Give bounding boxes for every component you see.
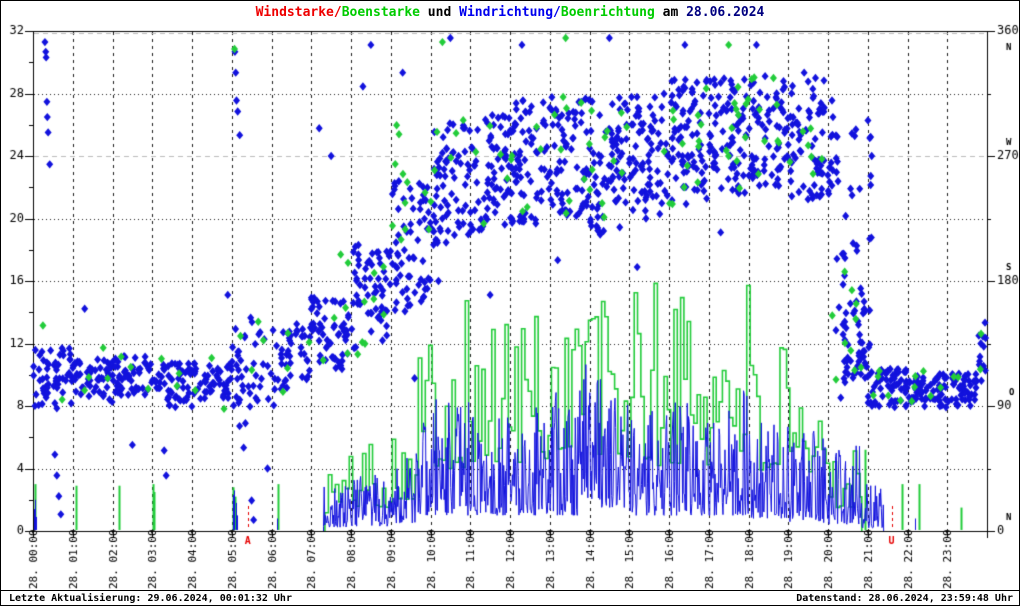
title-am: am: [654, 5, 687, 20]
last-update-text: Letzte Aktualisierung: 29.06.2024, 00:01…: [9, 593, 292, 604]
title-boenstarke: Boenstarke: [341, 5, 420, 20]
title-windstarke: Windstarke/: [255, 5, 342, 20]
title-windrichtung: Windrichtung/: [459, 5, 561, 20]
title-date: 28.06.2024: [686, 5, 765, 20]
footer-divider: [1, 590, 1019, 591]
title-und: und: [419, 5, 460, 20]
title-boenrichtung: Boenrichtung: [560, 5, 655, 20]
data-timestamp-text: Datenstand: 28.06.2024, 23:59:48 Uhr: [796, 593, 1013, 604]
chart-title: Windstarke/Boenstarke und Windrichtung/B…: [1, 5, 1019, 20]
